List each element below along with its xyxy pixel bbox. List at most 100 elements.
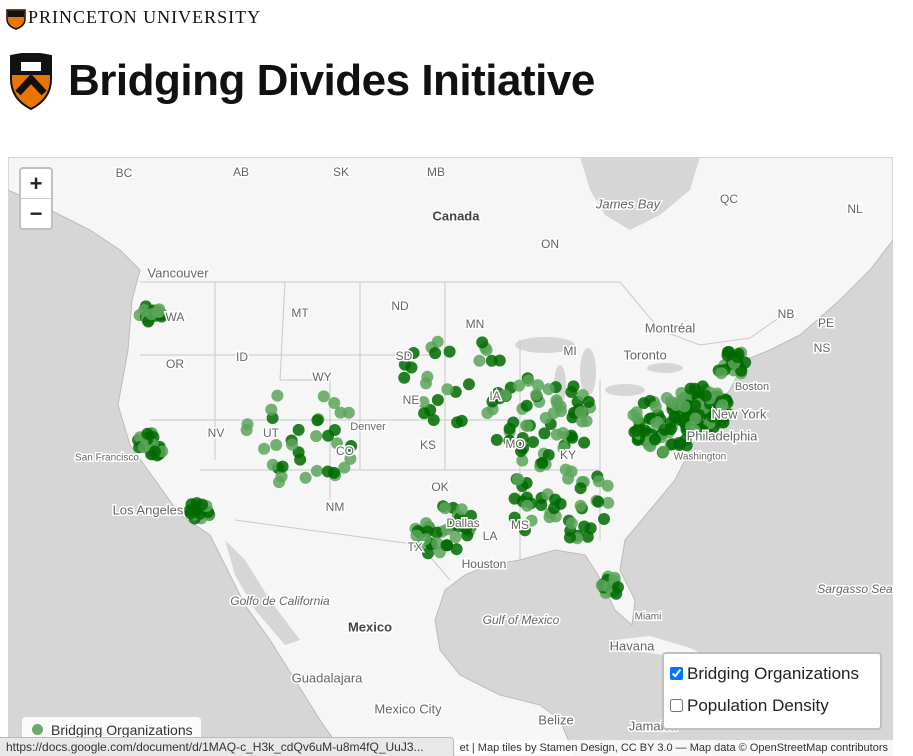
place-label: ID (236, 350, 248, 364)
place-label: MI (563, 344, 576, 358)
organization-dot (503, 422, 516, 435)
organization-dot (443, 345, 456, 358)
layer-option[interactable]: Bridging Organizations (670, 662, 880, 686)
organization-dot (535, 499, 548, 512)
organization-dot (518, 524, 531, 537)
layer-control: Bridging Organizations Population Densit… (662, 652, 882, 730)
place-label: MT (291, 306, 309, 320)
organization-dot (338, 461, 351, 474)
place-label: WY (312, 370, 331, 384)
shield-logo (10, 53, 52, 111)
organization-dot (520, 399, 533, 412)
organization-dot (699, 389, 712, 402)
organization-dot (602, 496, 615, 509)
organization-dot (429, 347, 442, 360)
organization-dot (649, 417, 662, 430)
organization-dot (449, 530, 462, 543)
organization-dot (271, 389, 284, 402)
place-label: Belize (538, 712, 573, 727)
organization-dot (516, 454, 529, 467)
place-label: MN (466, 317, 485, 331)
organization-dot (678, 400, 691, 413)
organization-dot (292, 423, 305, 436)
organization-dot (513, 379, 526, 392)
organization-dot (141, 427, 154, 440)
organization-dot (576, 415, 589, 428)
organization-dot (592, 475, 605, 488)
place-label: NS (814, 341, 831, 355)
place-label: Dallas (446, 516, 479, 530)
zoom-in-button[interactable]: + (29, 171, 43, 196)
organization-dot (630, 406, 643, 419)
organization-dot (512, 473, 525, 486)
organization-dot (418, 407, 431, 420)
organization-dot (538, 427, 551, 440)
place-label: Sargasso Sea (817, 582, 893, 596)
place-label: Gulf of Mexico (483, 613, 560, 627)
organization-dot (419, 377, 432, 390)
zoom-control: + − (19, 167, 53, 230)
organization-dot (721, 349, 734, 362)
place-label: WA (166, 310, 185, 324)
place-label: TX (407, 540, 422, 554)
organization-dot (451, 416, 464, 429)
place-label: NV (208, 426, 225, 440)
organization-dot (276, 460, 289, 473)
organization-dot (658, 423, 671, 436)
place-label: KY (560, 448, 576, 462)
organization-dot (137, 441, 150, 454)
organization-dot (689, 412, 702, 425)
organization-dot (551, 397, 564, 410)
organization-dot (317, 390, 330, 403)
organization-dot (592, 495, 605, 508)
organization-dot (517, 442, 530, 455)
organization-dot (310, 430, 323, 443)
place-label: SK (333, 165, 349, 179)
place-label: SD (396, 349, 413, 363)
place-label: OK (431, 480, 448, 494)
organization-dot (149, 445, 162, 458)
place-label: Miami (635, 612, 662, 623)
organization-dot (486, 395, 499, 408)
organization-dot (598, 513, 611, 526)
baja-sea (225, 540, 300, 645)
layer-checkbox[interactable] (670, 699, 683, 712)
lake (647, 363, 683, 373)
legend-swatch (32, 724, 43, 735)
organization-dot (503, 434, 516, 447)
place-label: Guadalajara (292, 670, 364, 685)
place-label: OR (166, 357, 184, 371)
organization-dot (481, 407, 494, 420)
place-label: MB (427, 165, 445, 179)
organization-dot (398, 358, 411, 371)
organization-dot (241, 418, 254, 431)
organization-dot (706, 410, 719, 423)
organization-dot (660, 391, 673, 404)
organization-dot (559, 463, 572, 476)
organization-dot (499, 389, 512, 402)
organization-dot (521, 499, 534, 512)
organization-dot (608, 571, 621, 584)
organization-dot (342, 406, 355, 419)
organization-dot (688, 382, 701, 395)
layer-option[interactable]: Population Density (670, 694, 880, 718)
lake (605, 384, 645, 396)
organization-dot (657, 445, 670, 458)
organization-dot (536, 456, 549, 469)
organization-dot (542, 383, 555, 396)
organization-dot (611, 581, 624, 594)
layer-checkbox[interactable] (670, 667, 683, 680)
place-label: Toronto (623, 347, 666, 362)
zoom-out-button[interactable]: − (21, 198, 51, 228)
organization-dot (431, 394, 444, 407)
organization-dot (265, 403, 278, 416)
organization-dot (440, 539, 453, 552)
small-shield (6, 9, 26, 30)
organization-dot (557, 426, 570, 439)
organization-dot (562, 472, 575, 485)
organization-dot (455, 503, 468, 516)
map[interactable]: BC AB SK MB Canada James Bay QC NL ON Vancouver WA… (8, 157, 893, 756)
place-label: Havana (610, 638, 656, 653)
organization-dot (462, 378, 475, 391)
organization-dot (439, 502, 452, 515)
